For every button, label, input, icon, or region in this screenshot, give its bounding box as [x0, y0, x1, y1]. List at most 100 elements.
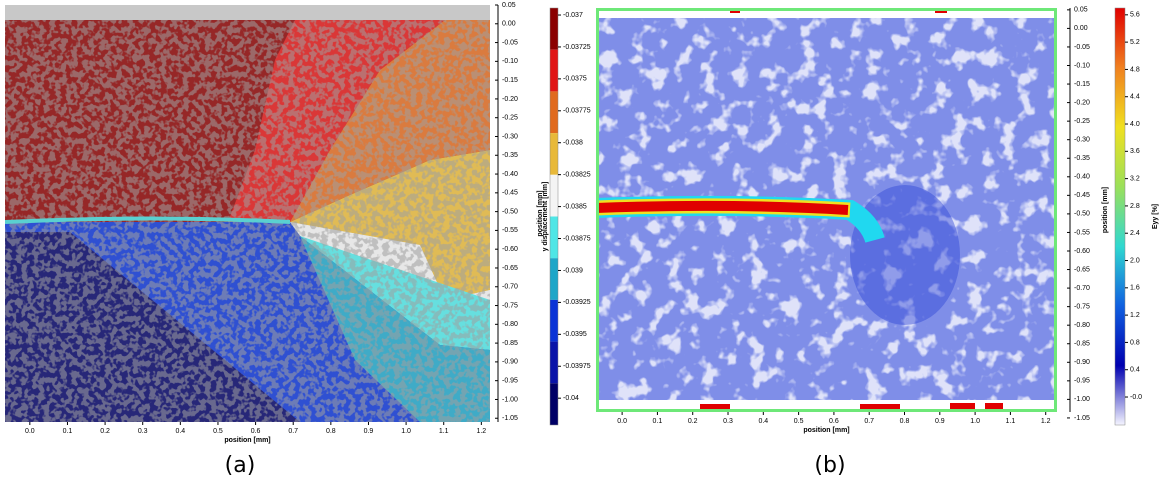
- x-tick-label: 0.0: [25, 428, 35, 435]
- y-tick-label: -1.00: [502, 396, 518, 403]
- y-tick-label: -1.05: [502, 415, 518, 422]
- image-b: [596, 8, 1057, 412]
- colorbar-band: [550, 299, 558, 342]
- colorbar-tick-label: 5.6: [1130, 12, 1140, 19]
- colorbar-tick-label: 1.6: [1130, 285, 1140, 292]
- colorbar-band: [550, 174, 558, 217]
- y-tick-label: -0.05: [1074, 44, 1090, 51]
- colorbar-tick-label: 2.0: [1130, 257, 1140, 264]
- y-tick-label: -0.70: [1074, 285, 1090, 292]
- colorbar-tick-label: -0.038: [563, 140, 583, 147]
- x-tick-label: 0.0: [617, 418, 627, 425]
- colorbar-tick-label: -0.03775: [563, 108, 591, 115]
- y-tick-label: -0.10: [502, 58, 518, 65]
- x-tick-label: 1.1: [1006, 418, 1016, 425]
- x-tick-label: 0.8: [900, 418, 910, 425]
- colorbar-frame: [1114, 7, 1126, 426]
- x-tick-label: 0.8: [326, 428, 336, 435]
- y-tick-label: -0.75: [1074, 303, 1090, 310]
- y-tick-label: -0.45: [1074, 192, 1090, 199]
- x-tick-label: 0.5: [213, 428, 223, 435]
- y-tick-label: -0.20: [1074, 99, 1090, 106]
- colorbar-band: [550, 341, 558, 384]
- y-tick-label: -0.70: [502, 284, 518, 291]
- colorbar-tick-label: 4.8: [1130, 66, 1140, 73]
- colorbar-tick-label: -0.03725: [563, 44, 591, 51]
- y-tick-label: -0.95: [502, 378, 518, 385]
- colorbar-band: [550, 258, 558, 300]
- y-tick-label: -0.05: [502, 39, 518, 46]
- y-tick-label: -0.30: [502, 133, 518, 140]
- x-tick-label: 1.0: [401, 428, 411, 435]
- colorbar-tick-label: -0.03875: [563, 235, 591, 242]
- x-tick-label: 1.2: [476, 428, 486, 435]
- y-tick-label: -0.85: [502, 340, 518, 347]
- y-tick-label: -1.05: [1074, 415, 1090, 422]
- y-tick-label: -0.55: [502, 227, 518, 234]
- y-tick-label: 0.05: [502, 2, 516, 9]
- colorbar-tick-label: 4.4: [1130, 94, 1140, 101]
- x-tick-label: 0.6: [251, 428, 261, 435]
- colorbar-band: [550, 133, 558, 175]
- y-tick-label: -0.15: [1074, 81, 1090, 88]
- y-tick-label: -0.90: [502, 359, 518, 366]
- y-tick-label: -0.25: [1074, 118, 1090, 125]
- colorbar-tick-label: 3.6: [1130, 148, 1140, 155]
- image-a: [5, 5, 490, 422]
- colorbar-label: Eyy [%]: [1152, 204, 1159, 229]
- x-tick-label: 0.9: [935, 418, 945, 425]
- y-tick-label: 0.00: [502, 21, 516, 28]
- y-tick-label: -0.15: [502, 77, 518, 84]
- y-tick-label: -0.35: [1074, 155, 1090, 162]
- colorbar-band: [550, 216, 558, 259]
- caption: (b): [814, 453, 845, 478]
- colorbar-tick-label: 5.2: [1130, 39, 1140, 46]
- x-tick-label: 0.7: [288, 428, 298, 435]
- y-tick-label: -0.10: [1074, 62, 1090, 69]
- colorbar-band: [550, 49, 558, 92]
- colorbar-tick-label: 2.4: [1130, 230, 1140, 237]
- y-tick-label: -0.40: [1074, 174, 1090, 181]
- colorbar-band: [550, 8, 558, 50]
- colorbar-frame: [549, 7, 559, 426]
- x-tick-label: 1.2: [1041, 418, 1051, 425]
- y-tick-label: 0.00: [1074, 25, 1088, 32]
- colorbar-tick-label: -0.03975: [563, 363, 591, 370]
- colorbar-tick-label: 0.8: [1130, 339, 1140, 346]
- y-tick-label: -0.50: [502, 208, 518, 215]
- y-tick-label: -0.85: [1074, 341, 1090, 348]
- x-tick-label: 1.0: [970, 418, 980, 425]
- x-tick-label: 0.3: [138, 428, 148, 435]
- x-tick-label: 0.2: [688, 418, 698, 425]
- colorbar-tick-label: 4.0: [1130, 121, 1140, 128]
- colorbar-tick-label: -0.037: [563, 12, 583, 19]
- x-tick-label: 0.4: [175, 428, 185, 435]
- colorbar-tick-label: -0.0375: [563, 76, 587, 83]
- colorbar-tick-label: 0.4: [1130, 367, 1140, 374]
- colorbar-tick-label: 2.8: [1130, 203, 1140, 210]
- y-tick-label: -0.25: [502, 115, 518, 122]
- caption: (a): [225, 453, 256, 478]
- y-axis-label: position [mm]: [537, 190, 544, 236]
- y-tick-label: -0.55: [1074, 229, 1090, 236]
- y-tick-label: -0.65: [1074, 266, 1090, 273]
- y-tick-label: -1.00: [1074, 396, 1090, 403]
- y-tick-label: -0.60: [1074, 248, 1090, 255]
- colorbar-band: [550, 383, 558, 425]
- y-tick-label: -0.75: [502, 302, 518, 309]
- y-tick-label: 0.05: [1074, 7, 1088, 14]
- y-tick-label: -0.90: [1074, 359, 1090, 366]
- y-tick-label: -0.80: [1074, 322, 1090, 329]
- y-tick-label: -0.35: [502, 152, 518, 159]
- y-tick-label: -0.80: [502, 321, 518, 328]
- y-tick-label: -0.65: [502, 265, 518, 272]
- y-tick-label: -0.95: [1074, 378, 1090, 385]
- colorbar-label: y displacement [mm]: [542, 182, 549, 252]
- x-tick-label: 0.3: [723, 418, 733, 425]
- colorbar-tick-label: -0.03925: [563, 299, 591, 306]
- y-tick-label: -0.40: [502, 171, 518, 178]
- colorbar-tick-label: -0.04: [563, 395, 579, 402]
- colorbar-tick-label: 1.2: [1130, 312, 1140, 319]
- x-axis-label: position [mm]: [224, 437, 270, 444]
- x-tick-label: 0.7: [864, 418, 874, 425]
